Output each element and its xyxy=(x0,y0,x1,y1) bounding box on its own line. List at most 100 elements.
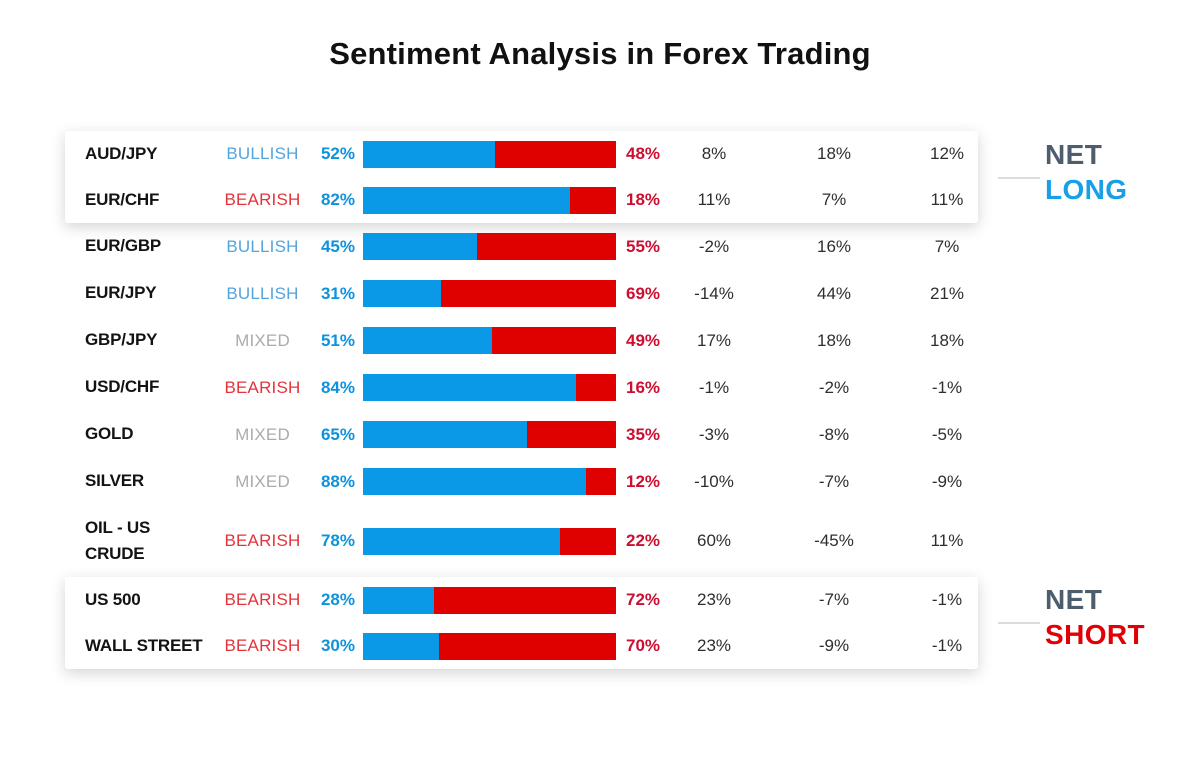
instrument-name: EUR/JPY xyxy=(85,283,157,303)
value-col-3: -9% xyxy=(931,471,963,491)
long-percentage: 51% xyxy=(320,330,355,350)
sentiment-bar xyxy=(363,632,616,660)
value-col-2: -9% xyxy=(818,636,850,655)
sentiment-bar xyxy=(363,140,616,168)
value-col-2: 44% xyxy=(816,283,852,303)
long-percentage: 78% xyxy=(320,531,355,550)
short-percentage: 69% xyxy=(626,283,661,303)
sentiment-label: MIXED xyxy=(235,471,290,491)
long-bar-segment xyxy=(363,233,477,260)
sentiment-label: BEARISH xyxy=(224,190,301,209)
short-bar-segment xyxy=(560,527,616,555)
instrument-row: GBP/JPY MIXED 51% 49% 17% 18% 18% xyxy=(85,317,978,364)
sentiment-bar xyxy=(363,186,616,214)
value-col-2: -2% xyxy=(818,377,850,397)
long-percentage: 84% xyxy=(320,377,355,397)
bar-cell xyxy=(355,233,616,260)
value-col-2: 7% xyxy=(821,190,847,209)
net-long-label-line2: LONG xyxy=(1045,174,1128,205)
long-bar-segment xyxy=(363,280,442,307)
value-col-1: -3% xyxy=(698,424,730,444)
long-bar-segment xyxy=(363,186,571,214)
sentiment-label: BEARISH xyxy=(224,377,301,397)
instrument-row: AUD/JPY BULLISH 52% 48% 8% 18% 12% xyxy=(85,131,978,177)
value-col-1: 17% xyxy=(696,330,732,350)
instrument-name: AUD/JPY xyxy=(85,143,158,163)
bar-cell xyxy=(355,186,616,214)
value-col-2: -45% xyxy=(814,531,854,550)
value-col-1: 8% xyxy=(701,144,727,163)
net-short-annotation: NET SHORT xyxy=(998,582,1200,652)
instrument-name: OIL - US CRUDE xyxy=(85,517,151,563)
short-bar-segment xyxy=(527,421,616,448)
sentiment-bar xyxy=(363,421,616,448)
value-col-2: -8% xyxy=(818,424,850,444)
short-bar-segment xyxy=(570,186,616,214)
net-short-group: US 500 BEARISH 28% 72% 23% -7% -1% WALL … xyxy=(65,577,978,669)
value-col-1: -14% xyxy=(694,283,734,303)
short-bar-segment xyxy=(438,632,616,660)
net-short-label-line2: SHORT xyxy=(1045,619,1145,650)
long-percentage: 45% xyxy=(320,236,355,256)
long-bar-segment xyxy=(363,468,586,495)
bar-cell xyxy=(355,374,616,401)
instrument-name: WALL STREET xyxy=(85,635,203,655)
value-col-2: 18% xyxy=(816,330,852,350)
value-col-3: 21% xyxy=(929,283,965,303)
value-col-1: -10% xyxy=(694,471,734,491)
value-col-1: 23% xyxy=(696,636,732,655)
long-bar-segment xyxy=(363,421,528,448)
sentiment-bar xyxy=(363,374,616,401)
bar-cell xyxy=(355,327,616,354)
value-col-1: 23% xyxy=(696,590,732,609)
instrument-row: GOLD MIXED 65% 35% -3% -8% -5% xyxy=(85,411,978,458)
value-col-1: -2% xyxy=(698,236,730,256)
value-col-3: -5% xyxy=(931,424,963,444)
long-percentage: 82% xyxy=(320,190,355,209)
bar-cell xyxy=(355,468,616,495)
long-percentage: 31% xyxy=(320,283,355,303)
bar-cell xyxy=(355,280,616,307)
long-percentage: 30% xyxy=(320,636,355,655)
short-percentage: 12% xyxy=(626,471,661,491)
instrument-name: USD/CHF xyxy=(85,377,160,397)
sentiment-label: BEARISH xyxy=(224,590,301,609)
short-bar-segment xyxy=(433,586,616,614)
short-percentage: 72% xyxy=(626,590,661,609)
sentiment-label: BEARISH xyxy=(224,531,301,550)
short-percentage: 35% xyxy=(626,424,661,444)
instrument-row: OIL - US CRUDE BEARISH 78% 22% 60% -45% … xyxy=(85,505,978,577)
value-col-2: -7% xyxy=(818,471,850,491)
sentiment-bar xyxy=(363,586,616,614)
short-percentage: 48% xyxy=(626,144,661,163)
page-title: Sentiment Analysis in Forex Trading xyxy=(329,36,871,71)
net-long-group: AUD/JPY BULLISH 52% 48% 8% 18% 12% EUR/C… xyxy=(65,131,978,223)
short-bar-segment xyxy=(585,468,616,495)
value-col-3: 18% xyxy=(929,330,965,350)
sentiment-label: BULLISH xyxy=(226,144,299,163)
long-percentage: 52% xyxy=(320,144,355,163)
long-bar-segment xyxy=(363,586,434,614)
instrument-name: GBP/JPY xyxy=(85,330,158,350)
sentiment-bar xyxy=(363,468,616,495)
middle-group: EUR/GBP BULLISH 45% 55% -2% 16% 7% EUR/J… xyxy=(65,223,978,577)
bar-cell xyxy=(355,140,616,168)
short-percentage: 18% xyxy=(626,190,661,209)
short-percentage: 49% xyxy=(626,330,661,350)
bar-cell xyxy=(355,586,616,614)
instrument-row: EUR/CHF BEARISH 82% 18% 11% 7% 11% xyxy=(85,177,978,223)
short-bar-segment xyxy=(441,280,616,307)
instrument-row: US 500 BEARISH 28% 72% 23% -7% -1% xyxy=(85,577,978,623)
sentiment-label: BULLISH xyxy=(226,283,299,303)
instrument-name: SILVER xyxy=(85,471,144,491)
value-col-3: -1% xyxy=(931,377,963,397)
connector-line xyxy=(998,622,1040,624)
instrument-row: USD/CHF BEARISH 84% 16% -1% -2% -1% xyxy=(85,364,978,411)
instrument-row: WALL STREET BEARISH 30% 70% 23% -9% -1% xyxy=(85,623,978,669)
short-bar-segment xyxy=(494,140,616,168)
long-percentage: 65% xyxy=(320,424,355,444)
value-col-3: 7% xyxy=(934,236,960,256)
sentiment-bar xyxy=(363,327,616,354)
sentiment-bar xyxy=(363,280,616,307)
value-col-3: 12% xyxy=(929,144,965,163)
